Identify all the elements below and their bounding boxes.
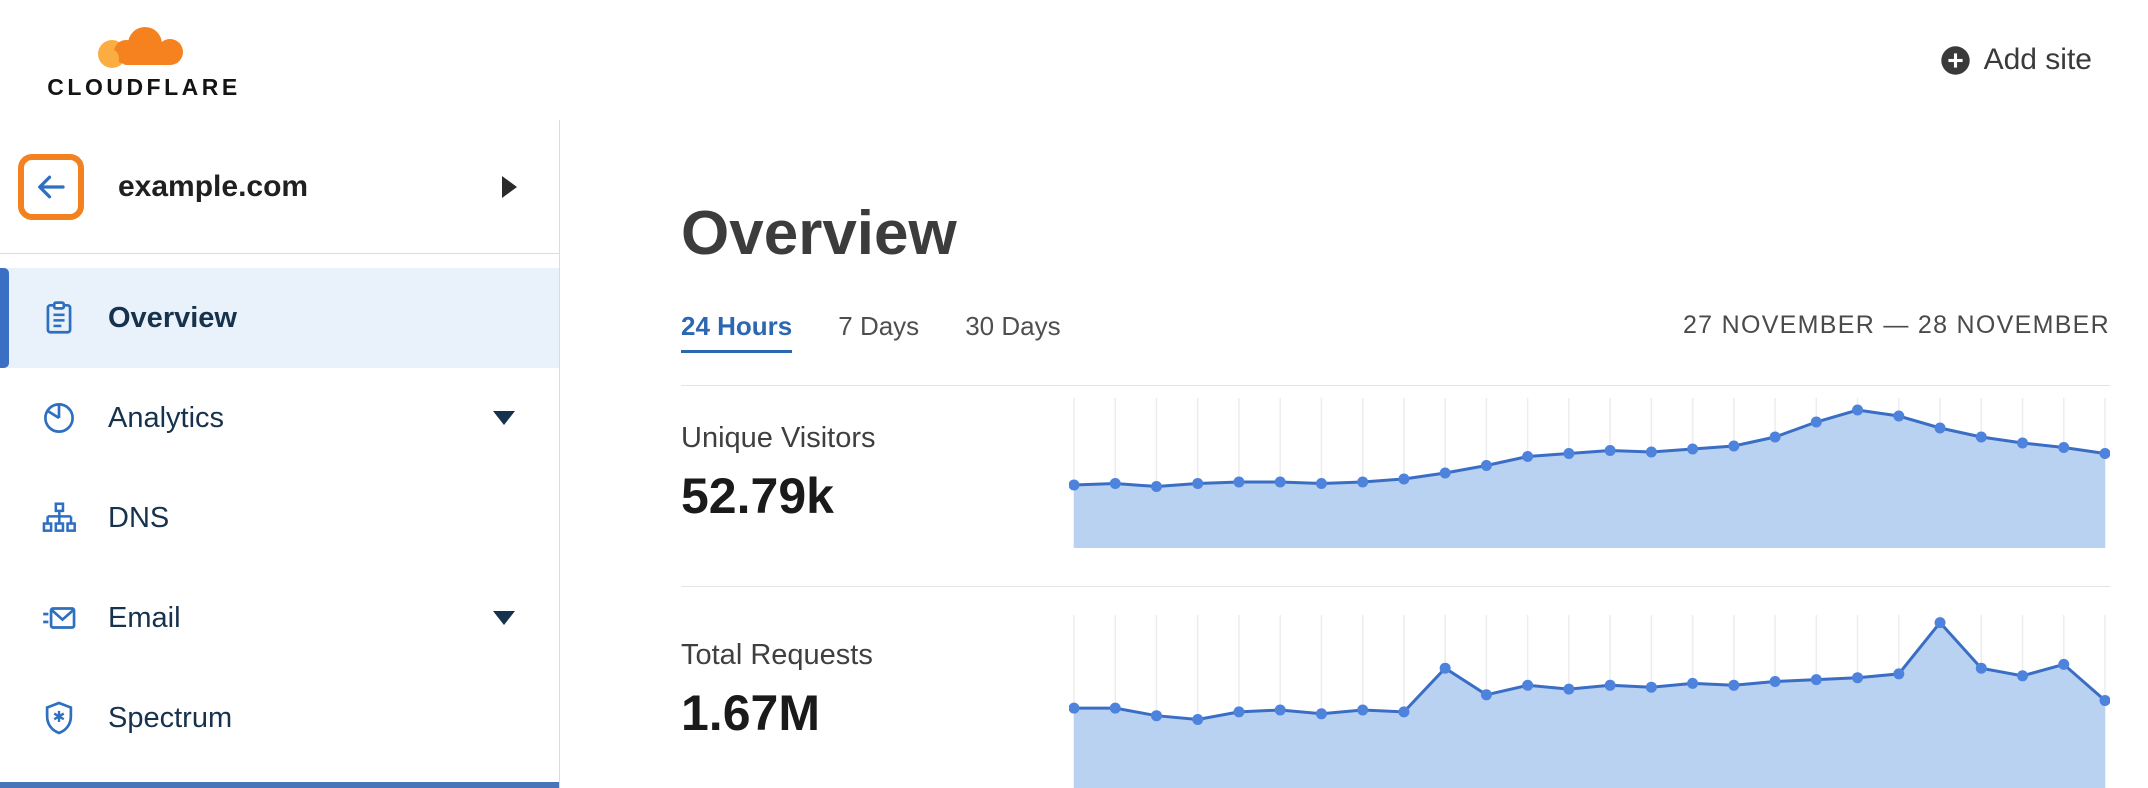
cloudflare-logo: CLOUDFLARE [24,20,264,101]
network-icon [42,502,76,532]
tab-24-hours[interactable]: 24 Hours [681,311,793,353]
sidebar-item-label: DNS [108,501,170,534]
sidebar-nav: Overview Analytics [0,254,559,768]
sidebar-item-label: Overview [108,301,237,334]
active-indicator-bar [0,268,9,368]
site-name: example.com [118,169,309,203]
clipboard-icon [46,301,72,334]
add-site-button[interactable]: Add site [1940,43,2092,77]
sidebar-partial-item [0,782,559,788]
tab-7-days[interactable]: 7 Days [838,311,920,341]
sidebar-item-label: Email [108,601,181,634]
annotation-highlight [18,153,84,220]
total-requests-row: Total Requests 1.67M [681,586,2110,788]
sidebar-item-analytics[interactable]: Analytics [0,368,559,468]
metric-label: Total Requests [681,639,873,671]
unique-visitors-chart [1069,398,2110,548]
unique-visitors-row: Unique Visitors 52.79k [681,385,2110,586]
metric-value: 1.67M [681,685,820,741]
caret-down-icon[interactable] [493,611,515,625]
metrics-section: Unique Visitors 52.79k Total Requests 1.… [681,385,2110,788]
sidebar-item-overview[interactable]: Overview [0,268,559,368]
sidebar-item-spectrum[interactable]: Spectrum [0,668,559,768]
page-title: Overview [681,199,957,268]
metric-label: Unique Visitors [681,422,876,454]
shield-icon [45,701,73,735]
sidebar-item-label: Analytics [108,401,225,434]
site-selector-row: example.com [0,120,559,254]
back-arrow-icon [38,175,65,198]
metric-info: Unique Visitors 52.79k [681,398,1069,548]
back-button[interactable] [24,160,78,214]
cloudflare-cloud-icon [98,26,183,68]
sidebar: example.com Overview [0,120,560,788]
total-requests-chart [1069,615,2110,788]
top-header: CLOUDFLARE Add site [0,0,2148,120]
metric-value: 52.79k [681,468,834,524]
date-range-label: 27 NOVEMBER — 28 NOVEMBER [1682,311,2110,339]
chevron-right-icon[interactable] [502,175,517,198]
sidebar-item-label: Spectrum [108,701,233,734]
metric-info: Total Requests 1.67M [681,615,1069,788]
add-site-label: Add site [1983,43,2092,76]
cloudflare-wordmark: CLOUDFLARE [47,73,241,100]
pie-chart-icon [44,403,74,433]
time-range-tabs: 24 Hours 7 Days 30 Days 27 NOVEMBER — 28… [681,311,2110,353]
sidebar-item-dns[interactable]: DNS [0,468,559,568]
plus-circle-icon [1940,45,1970,75]
sidebar-item-email[interactable]: Email [0,568,559,668]
main-content: Overview 24 Hours 7 Days 30 Days 27 NOVE… [560,120,2148,788]
tab-30-days[interactable]: 30 Days [965,311,1061,341]
envelope-icon [43,607,76,629]
caret-down-icon[interactable] [493,411,515,425]
